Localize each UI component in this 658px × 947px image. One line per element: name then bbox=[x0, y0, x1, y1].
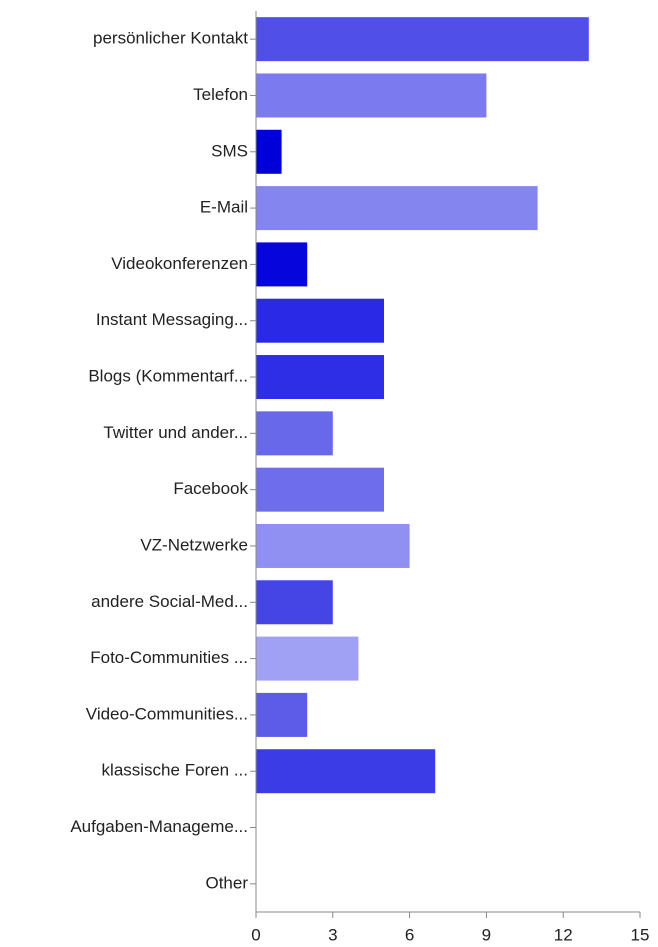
bar bbox=[256, 692, 308, 737]
y-tick-label: Instant Messaging... bbox=[96, 310, 248, 329]
bar bbox=[256, 467, 384, 512]
y-tick-label: Foto-Communities ... bbox=[90, 648, 248, 667]
x-tick-label: 12 bbox=[554, 925, 573, 944]
y-tick-label: SMS bbox=[211, 141, 248, 160]
y-tick-label: Videokonferenzen bbox=[111, 254, 248, 273]
x-tick-label: 9 bbox=[482, 925, 491, 944]
y-tick-label: Telefon bbox=[193, 85, 248, 104]
y-tick-label: Other bbox=[205, 873, 248, 892]
bar bbox=[256, 242, 308, 287]
bar bbox=[256, 17, 589, 62]
x-tick-label: 15 bbox=[631, 925, 650, 944]
bar bbox=[256, 411, 333, 456]
bar bbox=[256, 186, 538, 231]
y-tick-label: Blogs (Kommentarf... bbox=[88, 367, 248, 386]
bar bbox=[256, 636, 359, 681]
x-tick-label: 0 bbox=[251, 925, 260, 944]
y-tick-label: Twitter und ander... bbox=[103, 423, 248, 442]
y-tick-label: andere Social-Med... bbox=[91, 592, 248, 611]
x-tick-label: 6 bbox=[405, 925, 414, 944]
bar bbox=[256, 298, 384, 343]
bar bbox=[256, 523, 410, 568]
x-tick-label: 3 bbox=[328, 925, 337, 944]
y-tick-label: VZ-Netzwerke bbox=[140, 535, 248, 554]
y-tick-label: E-Mail bbox=[200, 198, 248, 217]
y-tick-label: Aufgaben-Manageme... bbox=[70, 817, 248, 836]
bar bbox=[256, 129, 282, 174]
bar bbox=[256, 355, 384, 400]
y-tick-label: persönlicher Kontakt bbox=[93, 29, 248, 48]
bar bbox=[256, 73, 487, 118]
y-tick-label: Video-Communities... bbox=[86, 704, 248, 723]
y-tick-label: Facebook bbox=[173, 479, 248, 498]
y-tick-label: klassische Foren ... bbox=[102, 761, 248, 780]
bar bbox=[256, 580, 333, 625]
bar bbox=[256, 749, 436, 794]
